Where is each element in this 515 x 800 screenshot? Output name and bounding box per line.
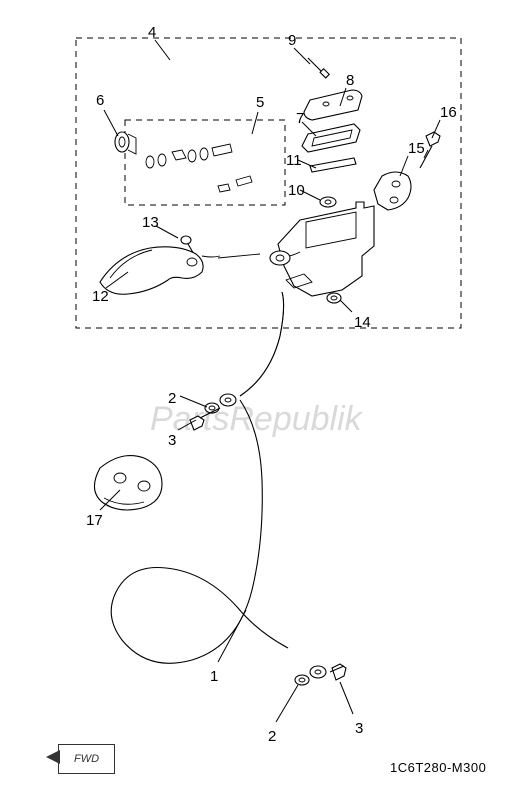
- part-screw-9: [308, 58, 329, 78]
- callout-2b: 2: [268, 728, 276, 745]
- diagram-stage: { "meta":{ "part_code":"1C6T280-M300", "…: [0, 0, 515, 800]
- dashed-box-5: [125, 120, 285, 205]
- part-cover-17: [94, 456, 162, 510]
- callout-6: 6: [96, 92, 104, 109]
- part-banjo-lower: [295, 664, 346, 685]
- leader-lines: [100, 40, 440, 722]
- diagram-svg: [0, 0, 515, 800]
- part-banjo-upper: [190, 394, 236, 430]
- callout-7: 7: [296, 110, 304, 127]
- callout-17: 17: [86, 512, 103, 529]
- callout-4: 4: [148, 24, 156, 41]
- part-code-label: 1C6T280-M300: [390, 760, 486, 775]
- part-nut-10: [320, 197, 336, 207]
- callout-10: 10: [288, 182, 305, 199]
- callout-14: 14: [354, 314, 371, 331]
- callout-3a: 3: [168, 432, 176, 449]
- callout-13: 13: [142, 214, 159, 231]
- part-plate-11: [310, 158, 356, 172]
- fwd-badge: FWD: [58, 744, 115, 774]
- part-master-cylinder: [270, 202, 374, 296]
- callout-3b: 3: [355, 720, 363, 737]
- part-cap-8: [304, 90, 362, 120]
- part-clamp-15: [374, 172, 411, 210]
- callout-9: 9: [288, 32, 296, 49]
- callout-11: 11: [286, 152, 302, 169]
- callout-5: 5: [256, 94, 264, 111]
- part-piston-kit-5: [146, 144, 252, 192]
- callout-1: 1: [210, 668, 218, 685]
- callout-2a: 2: [168, 390, 176, 407]
- part-diaphragm-7: [302, 124, 360, 152]
- callout-15: 15: [408, 140, 425, 157]
- part-grommet-14: [327, 293, 341, 303]
- callout-16: 16: [440, 104, 457, 121]
- fwd-label: FWD: [74, 753, 99, 765]
- callout-12: 12: [92, 288, 109, 305]
- part-lever-12: [100, 247, 260, 294]
- callout-8: 8: [346, 72, 354, 89]
